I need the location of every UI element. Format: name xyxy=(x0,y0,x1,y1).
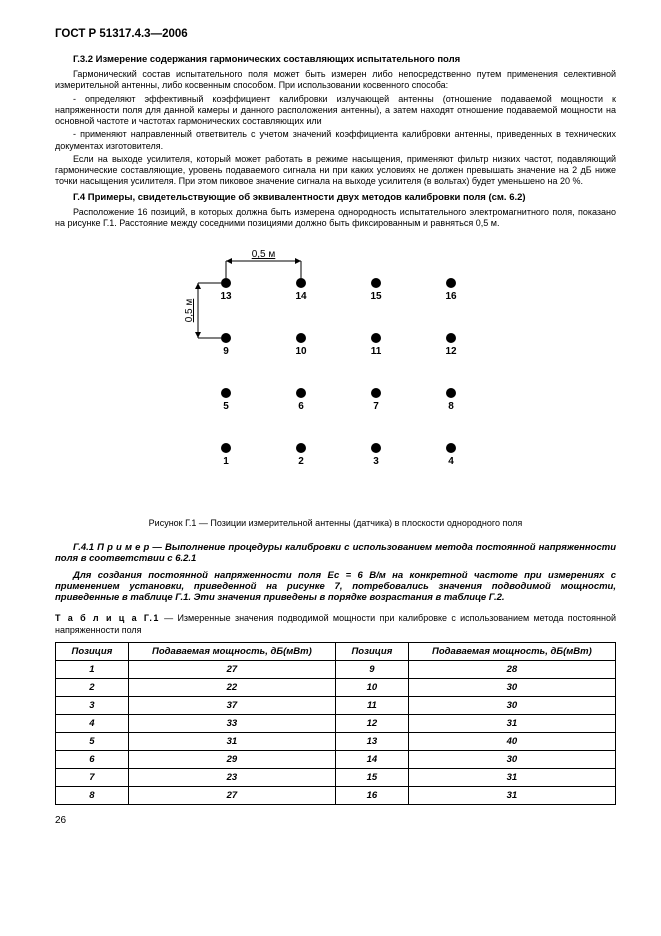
svg-text:11: 11 xyxy=(370,346,381,357)
svg-text:0,5 м: 0,5 м xyxy=(251,249,275,260)
table-cell: 2 xyxy=(56,679,129,697)
table-cell: 28 xyxy=(408,661,615,679)
svg-text:8: 8 xyxy=(448,401,454,412)
figure-g1-svg: 131415169101112567812340,5 м0,5 м xyxy=(171,243,501,503)
table-cell: 31 xyxy=(408,769,615,787)
table-cell: 8 xyxy=(56,787,129,805)
svg-text:14: 14 xyxy=(295,291,307,302)
sec-g4-p1: Расположение 16 позиций, в которых должн… xyxy=(55,207,616,230)
table-cell: 7 xyxy=(56,769,129,787)
table-row: 3371130 xyxy=(56,697,616,715)
svg-text:2: 2 xyxy=(298,456,304,467)
table-cell: 31 xyxy=(128,733,335,751)
table-cell: 33 xyxy=(128,715,335,733)
table-cell: 31 xyxy=(408,787,615,805)
figure-g1: 131415169101112567812340,5 м0,5 м xyxy=(55,243,616,508)
svg-text:3: 3 xyxy=(373,456,379,467)
table-cell: 27 xyxy=(128,661,335,679)
table-cell: 12 xyxy=(335,715,408,733)
th-pow-left: Подаваемая мощность, дБ(мВт) xyxy=(128,643,335,661)
table-cell: 10 xyxy=(335,679,408,697)
table-g1-title: Т а б л и ц а Г.1 — Измеренные значения … xyxy=(55,613,616,636)
table-row: 127928 xyxy=(56,661,616,679)
table-cell: 37 xyxy=(128,697,335,715)
sec-g32-p2: - определяют эффективный коэффициент кал… xyxy=(55,94,616,128)
svg-text:10: 10 xyxy=(295,346,307,357)
table-cell: 22 xyxy=(128,679,335,697)
th-pos-left: Позиция xyxy=(56,643,129,661)
table-cell: 29 xyxy=(128,751,335,769)
svg-text:16: 16 xyxy=(445,291,457,302)
svg-text:7: 7 xyxy=(373,401,379,412)
sec-g32-p4: Если на выходе усилителя, который может … xyxy=(55,154,616,188)
table-cell: 27 xyxy=(128,787,335,805)
table-cell: 3 xyxy=(56,697,129,715)
svg-text:6: 6 xyxy=(298,401,304,412)
table-g1: Позиция Подаваемая мощность, дБ(мВт) Поз… xyxy=(55,642,616,805)
table-cell: 31 xyxy=(408,715,615,733)
table-row: 8271631 xyxy=(56,787,616,805)
figure-g1-caption: Рисунок Г.1 — Позиции измерительной анте… xyxy=(55,518,616,528)
table-cell: 16 xyxy=(335,787,408,805)
table-cell: 30 xyxy=(408,697,615,715)
doc-header: ГОСТ Р 51317.4.3—2006 xyxy=(55,28,616,40)
svg-text:15: 15 xyxy=(370,291,382,302)
table-cell: 14 xyxy=(335,751,408,769)
sec-g41-title: Г.4.1 П р и м е р — Выполнение процедуры… xyxy=(55,542,616,564)
svg-text:0,5 м: 0,5 м xyxy=(184,299,195,323)
table-row: 2221030 xyxy=(56,679,616,697)
svg-text:13: 13 xyxy=(220,291,232,302)
table-row: 4331231 xyxy=(56,715,616,733)
svg-text:9: 9 xyxy=(223,346,229,357)
table-cell: 40 xyxy=(408,733,615,751)
svg-text:1: 1 xyxy=(223,456,229,467)
th-pow-right: Подаваемая мощность, дБ(мВт) xyxy=(408,643,615,661)
table-cell: 30 xyxy=(408,679,615,697)
table-cell: 9 xyxy=(335,661,408,679)
table-cell: 1 xyxy=(56,661,129,679)
table-cell: 6 xyxy=(56,751,129,769)
sec-g4-title: Г.4 Примеры, свидетельствующие об эквива… xyxy=(55,192,616,203)
svg-text:12: 12 xyxy=(445,346,457,357)
table-cell: 13 xyxy=(335,733,408,751)
sec-g32-p3: - применяют направленный ответвитель с у… xyxy=(55,129,616,152)
table-cell: 23 xyxy=(128,769,335,787)
sec-g32-p1: Гармонический состав испытательного поля… xyxy=(55,69,616,92)
table-cell: 5 xyxy=(56,733,129,751)
table-row: 5311340 xyxy=(56,733,616,751)
table-row: Позиция Подаваемая мощность, дБ(мВт) Поз… xyxy=(56,643,616,661)
sec-g32-title: Г.3.2 Измерение содержания гармонических… xyxy=(55,54,616,65)
sec-g41-body: Для создания постоянной напряженности по… xyxy=(55,570,616,603)
th-pos-right: Позиция xyxy=(335,643,408,661)
table-cell: 30 xyxy=(408,751,615,769)
page-number: 26 xyxy=(55,815,616,826)
table-cell: 15 xyxy=(335,769,408,787)
table-g1-title-prefix: Т а б л и ц а Г.1 xyxy=(55,613,160,623)
svg-text:4: 4 xyxy=(448,456,454,467)
svg-text:5: 5 xyxy=(223,401,229,412)
table-cell: 4 xyxy=(56,715,129,733)
table-row: 6291430 xyxy=(56,751,616,769)
table-cell: 11 xyxy=(335,697,408,715)
table-row: 7231531 xyxy=(56,769,616,787)
